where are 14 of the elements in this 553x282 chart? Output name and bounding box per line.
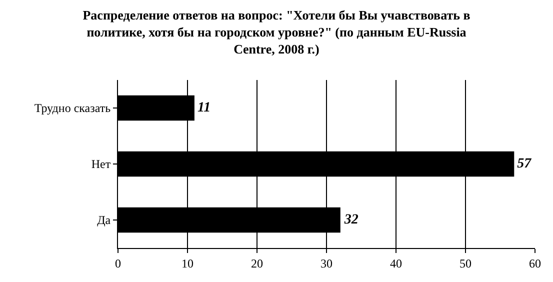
data-label: 57 (517, 156, 532, 172)
x-tick-label: 30 (320, 256, 332, 270)
data-label: 32 (343, 212, 358, 228)
x-tick-label: 40 (390, 256, 402, 270)
chart-title: Распределение ответов на вопрос: "Хотели бы Вы учавствовать в политике, хотя бы на городском уровне?" (по данным EU-Russia Centre, 2008 г.) (82, 8, 470, 57)
x-tick-label: 10 (182, 256, 194, 270)
x-tick-label: 50 (460, 256, 472, 270)
x-tick-label: 60 (529, 256, 541, 270)
y-tick-label: Да (97, 213, 112, 228)
x-tick-label: 20 (251, 256, 263, 270)
y-tick-label: Нет (91, 157, 112, 172)
y-tick-label: Трудно сказать (34, 101, 112, 116)
x-tick-label: 0 (115, 256, 121, 270)
data-label: 11 (197, 100, 211, 116)
